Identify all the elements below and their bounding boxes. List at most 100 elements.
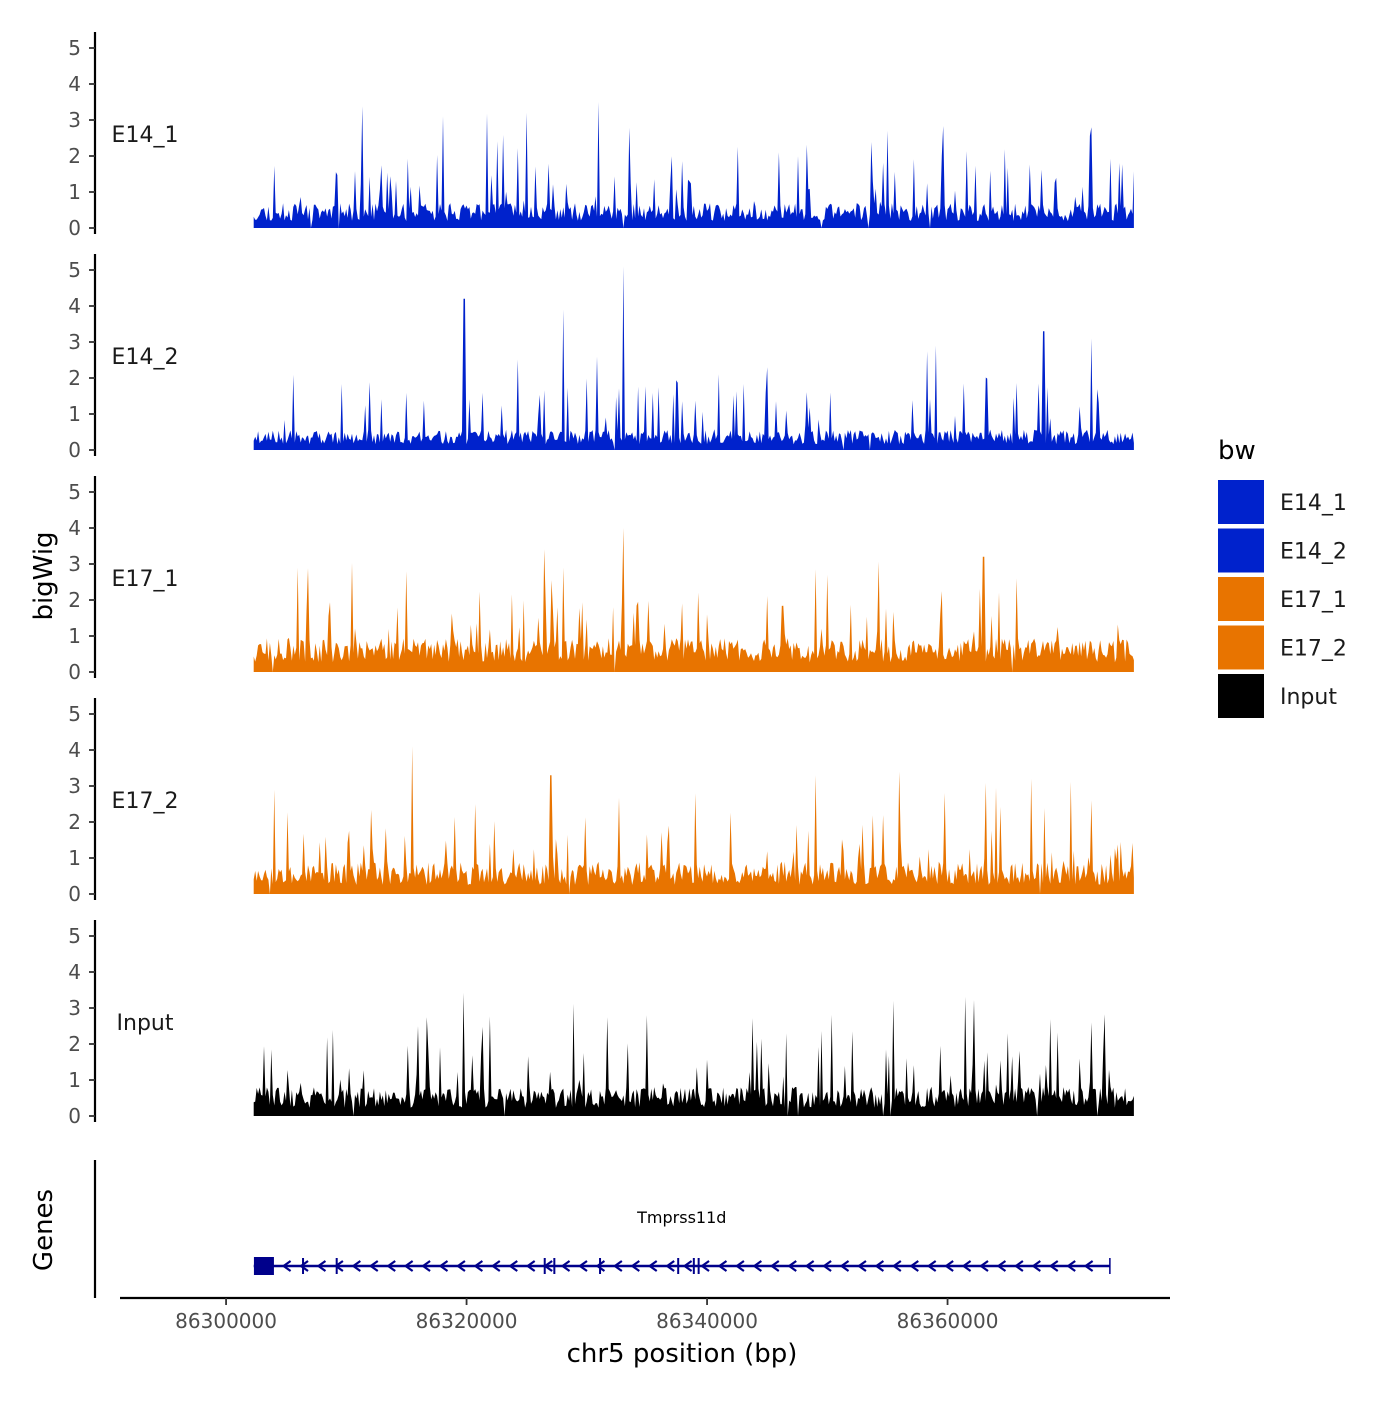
y-tick-label: 5 <box>68 36 81 60</box>
strand-arrow <box>804 1260 815 1272</box>
strand-arrow <box>386 1260 396 1272</box>
legend-swatch <box>1218 577 1264 621</box>
y-tick-label: 1 <box>68 180 81 204</box>
track-label: Input <box>117 1011 174 1036</box>
y-tick-label: 2 <box>68 1032 81 1056</box>
track-e17-2: 0 1 2 3 4 5 E17_2 <box>68 698 1134 906</box>
y-tick-label: 5 <box>68 702 81 726</box>
legend-swatch <box>1218 480 1264 524</box>
strand-arrow <box>891 1260 902 1272</box>
genes-axis-title: Genes <box>29 1189 59 1271</box>
strand-arrow <box>769 1260 780 1272</box>
track-label: E14_2 <box>112 345 179 370</box>
y-tick-label: 4 <box>68 294 81 318</box>
coverage-area <box>253 266 1134 450</box>
strand-arrow <box>1066 1260 1076 1272</box>
gene-exon-block <box>253 1257 274 1275</box>
strand-arrow <box>944 1260 954 1272</box>
strand-arrow <box>368 1260 379 1272</box>
legend-entry-label: E14_2 <box>1280 540 1347 565</box>
strand-arrow <box>874 1260 885 1272</box>
y-tick-label: 2 <box>68 144 81 168</box>
y-tick-label: 3 <box>68 108 81 132</box>
y-tick-label: 2 <box>68 810 81 834</box>
strand-arrow <box>578 1260 588 1272</box>
y-tick-label: 3 <box>68 330 81 354</box>
y-tick-label: 2 <box>68 588 81 612</box>
strand-arrow <box>595 1260 606 1272</box>
x-tick-label: 86300000 <box>175 1309 277 1333</box>
strand-arrow <box>403 1260 414 1272</box>
strand-arrow <box>525 1260 536 1272</box>
strand-arrow <box>630 1260 640 1272</box>
y-tick-label: 3 <box>68 774 81 798</box>
legend-entry-label: E14_1 <box>1280 491 1347 516</box>
y-tick-label: 3 <box>68 552 81 576</box>
strand-arrow <box>612 1260 623 1272</box>
strand-arrow <box>996 1260 1007 1272</box>
strand-arrow <box>787 1260 797 1272</box>
strand-arrow <box>839 1260 850 1272</box>
y-axis-title: bigWig <box>29 531 59 620</box>
track-label: E17_1 <box>112 567 179 592</box>
x-tick-label: 86360000 <box>897 1309 999 1333</box>
strand-arrow <box>456 1260 466 1272</box>
x-tick-label: 86340000 <box>656 1309 758 1333</box>
coverage-area <box>253 746 1134 894</box>
y-tick-label: 0 <box>68 216 81 240</box>
y-tick-label: 0 <box>68 1104 81 1128</box>
track-label: E17_2 <box>112 789 179 814</box>
track-e17-1: 0 1 2 3 4 5 E17_1 <box>68 476 1134 684</box>
y-tick-label: 5 <box>68 258 81 282</box>
strand-arrow <box>735 1260 745 1272</box>
strand-arrow <box>421 1260 431 1272</box>
legend-swatch <box>1218 674 1264 718</box>
y-tick-label: 1 <box>68 624 81 648</box>
coverage-tracks: 0 1 2 3 4 5 E14_1 0 1 2 3 4 5 E14_2 0 1 2 3 4 5 E17_1 0 1 2 3 4 5 E… <box>68 32 1134 1128</box>
coverage-area <box>253 102 1134 228</box>
y-tick-label: 5 <box>68 924 81 948</box>
strand-arrow <box>717 1260 728 1272</box>
strand-arrow <box>1013 1260 1024 1272</box>
y-tick-label: 1 <box>68 1068 81 1092</box>
strand-arrow <box>438 1260 449 1272</box>
x-axis: 86300000 86320000 86340000 86360000 <box>120 1296 1170 1333</box>
strand-arrow <box>473 1260 484 1272</box>
strand-arrow <box>961 1260 972 1272</box>
strand-arrow <box>926 1260 937 1272</box>
y-tick-label: 4 <box>68 738 81 762</box>
y-tick-label: 1 <box>68 402 81 426</box>
y-tick-label: 0 <box>68 660 81 684</box>
y-tick-label: 4 <box>68 72 81 96</box>
strand-arrow <box>1083 1260 1094 1272</box>
track-e14-2: 0 1 2 3 4 5 E14_2 <box>68 254 1134 462</box>
strand-arrow <box>316 1260 327 1272</box>
strand-arrow <box>700 1260 710 1272</box>
legend-title: bw <box>1218 436 1256 466</box>
y-tick-label: 1 <box>68 846 81 870</box>
legend-swatch <box>1218 528 1264 573</box>
strand-arrow <box>1048 1260 1059 1272</box>
strand-arrow <box>1031 1260 1041 1272</box>
track-input: 0 1 2 3 4 5 Input <box>68 920 1134 1128</box>
y-tick-label: 0 <box>68 882 81 906</box>
strand-arrow <box>752 1260 762 1272</box>
legend-entry-label: E17_2 <box>1280 637 1347 662</box>
strand-arrow <box>299 1260 309 1272</box>
strand-arrow <box>281 1260 292 1272</box>
coverage-area <box>253 992 1134 1116</box>
strand-arrow <box>682 1260 693 1272</box>
strand-arrow <box>909 1260 919 1272</box>
strand-arrow <box>822 1260 832 1272</box>
y-tick-label: 0 <box>68 438 81 462</box>
y-tick-label: 4 <box>68 516 81 540</box>
strand-arrow <box>560 1260 571 1272</box>
strand-arrow <box>351 1260 361 1272</box>
strand-arrow <box>857 1260 867 1272</box>
track-label: E14_1 <box>112 123 179 148</box>
legend: bw E14_1 E14_2 E17_1 E17_2 Input <box>1218 436 1347 718</box>
x-tick-label: 86320000 <box>416 1309 518 1333</box>
y-tick-label: 3 <box>68 996 81 1020</box>
